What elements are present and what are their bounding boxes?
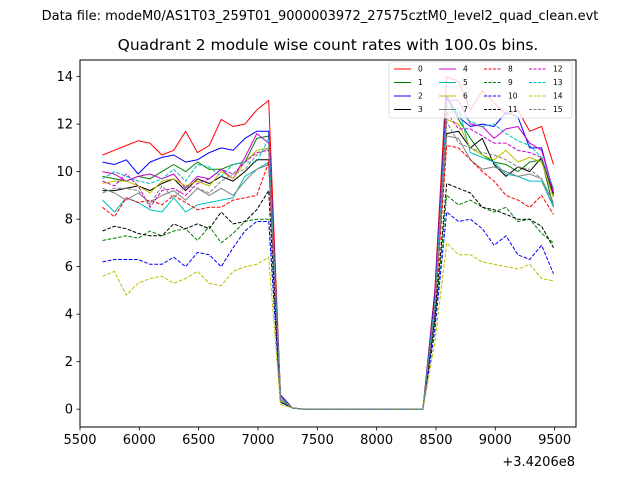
chart-title: Quadrant 2 module wise count rates with …	[118, 36, 539, 54]
y-tick-label: 8	[65, 213, 73, 228]
y-tick-label: 12	[56, 118, 73, 133]
y-tick-label: 10	[56, 165, 73, 180]
legend-label-14: 14	[553, 92, 563, 101]
legend-frame	[388, 61, 573, 119]
y-tick-label: 6	[65, 260, 73, 275]
legend-label-15: 15	[553, 105, 563, 114]
legend-label-5: 5	[463, 78, 468, 87]
axes-frame	[79, 59, 577, 428]
x-tick-label: 6500	[182, 433, 215, 448]
x-tick-label: 8000	[360, 433, 393, 448]
y-tick-label: 2	[65, 355, 73, 370]
legend-label-12: 12	[553, 65, 563, 74]
series-layer	[102, 76, 554, 410]
legend-label-8: 8	[508, 65, 513, 74]
series-line-11	[102, 183, 554, 410]
x-tick-label: 9500	[538, 433, 571, 448]
y-tick-label: 4	[65, 308, 73, 323]
legend-label-3: 3	[418, 105, 423, 114]
x-tick-label: 9000	[479, 433, 512, 448]
series-line-12	[102, 111, 554, 410]
x-offset-label: +3.4206e8	[502, 455, 575, 470]
x-tick-label: 8500	[419, 433, 452, 448]
legend-label-9: 9	[508, 78, 513, 87]
x-tick-label: 7000	[241, 433, 274, 448]
x-tick-label: 5500	[63, 433, 96, 448]
y-tick-label: 14	[56, 70, 73, 85]
legend-label-2: 2	[418, 92, 423, 101]
y-tick-label: 0	[65, 403, 73, 418]
legend-label-7: 7	[463, 105, 468, 114]
suptitle: Data file: modeM0/AS1T03_259T01_90000039…	[42, 9, 599, 24]
legend-label-10: 10	[508, 92, 518, 101]
legend-label-1: 1	[418, 78, 423, 87]
legend-label-6: 6	[463, 92, 468, 101]
legend-label-11: 11	[508, 105, 518, 114]
x-tick-label: 6000	[123, 433, 156, 448]
plot-area: 5500 6000 6500 7000 7500 8000 8500 9000 9500 0 2 4 6…	[56, 59, 577, 448]
legend-label-4: 4	[463, 65, 468, 74]
legend-label-13: 13	[553, 78, 563, 87]
series-line-15	[102, 121, 554, 410]
legend-label-0: 0	[418, 65, 423, 74]
tick-layer: 5500 6000 6500 7000 7500 8000 8500 9000 9500 0 2 4 6…	[56, 70, 571, 448]
x-tick-label: 7500	[301, 433, 334, 448]
